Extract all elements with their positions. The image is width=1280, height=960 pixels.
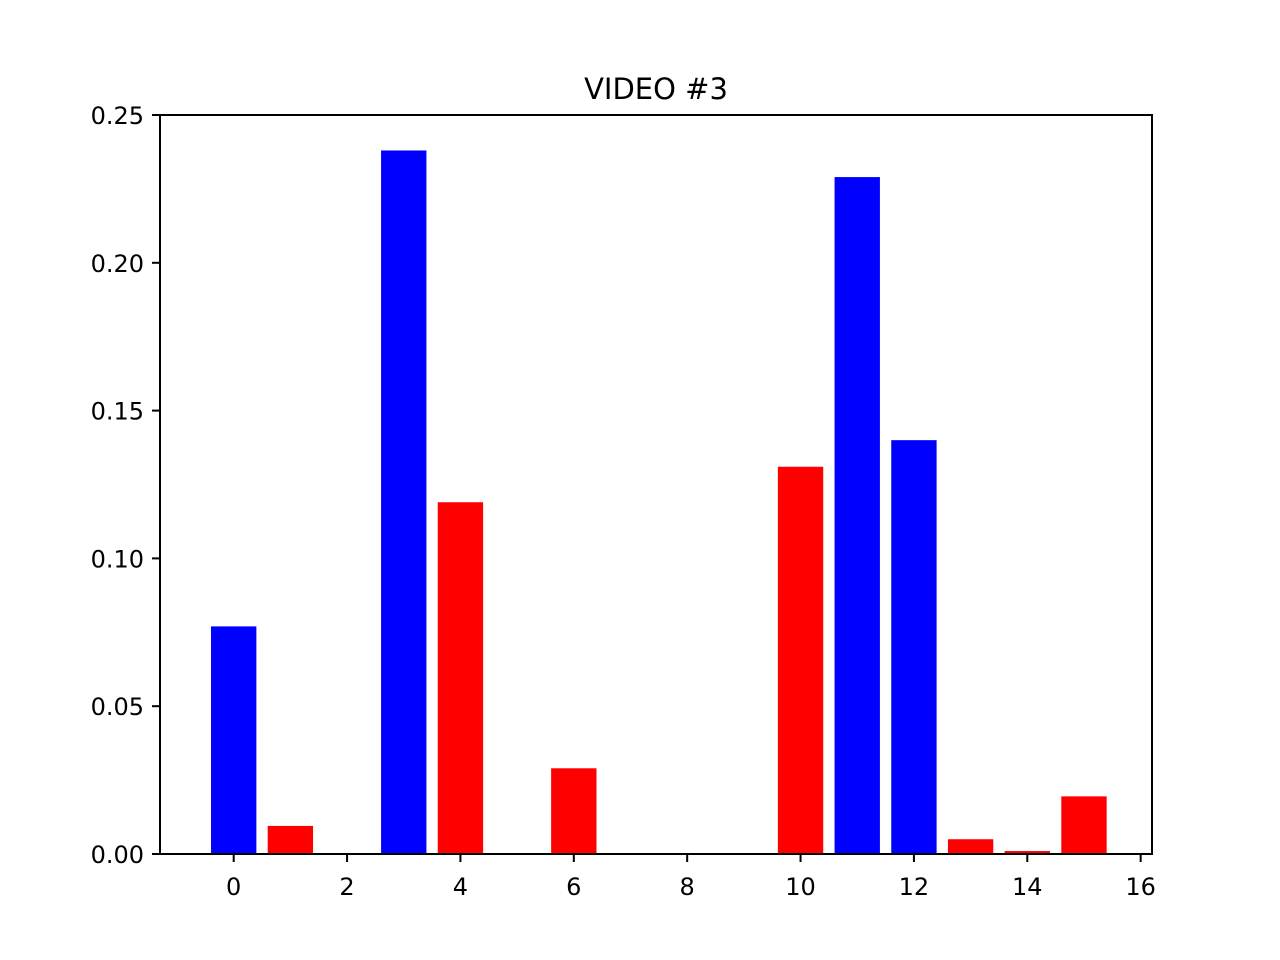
y-tick-label: 0.25 bbox=[91, 102, 144, 130]
bar bbox=[267, 825, 314, 854]
bar bbox=[1061, 796, 1107, 854]
x-tick-label: 6 bbox=[566, 873, 581, 901]
bar bbox=[381, 150, 427, 855]
bar bbox=[1004, 851, 1050, 854]
x-tick-label: 4 bbox=[453, 873, 468, 901]
x-tick-label: 12 bbox=[899, 873, 930, 901]
x-tick-label: 16 bbox=[1125, 873, 1156, 901]
chart-title: VIDEO #3 bbox=[584, 72, 728, 106]
bar bbox=[437, 502, 484, 854]
y-tick-label: 0.05 bbox=[91, 693, 144, 721]
plot-frame bbox=[159, 114, 1153, 855]
y-tick-label: 0.20 bbox=[91, 250, 144, 278]
bars-layer bbox=[211, 150, 1107, 855]
bar bbox=[834, 177, 880, 854]
bar bbox=[891, 440, 937, 854]
x-tick-label: 2 bbox=[339, 873, 354, 901]
axes-layer: 0 2 4 6 8 10 12 14 16 0.00 0.05 0.10 0.15 0.20 0.25 bbox=[91, 102, 1156, 901]
y-tick-label: 0.15 bbox=[91, 398, 144, 426]
x-tick-label: 10 bbox=[785, 873, 816, 901]
y-tick-label: 0.00 bbox=[91, 841, 144, 869]
x-tick-label: 0 bbox=[226, 873, 241, 901]
x-tick-label: 14 bbox=[1012, 873, 1043, 901]
y-tick-label: 0.10 bbox=[91, 545, 144, 573]
bar bbox=[947, 839, 994, 854]
bar bbox=[777, 466, 824, 854]
bar bbox=[551, 768, 597, 854]
bar bbox=[211, 626, 257, 854]
x-tick-label: 8 bbox=[680, 873, 695, 901]
